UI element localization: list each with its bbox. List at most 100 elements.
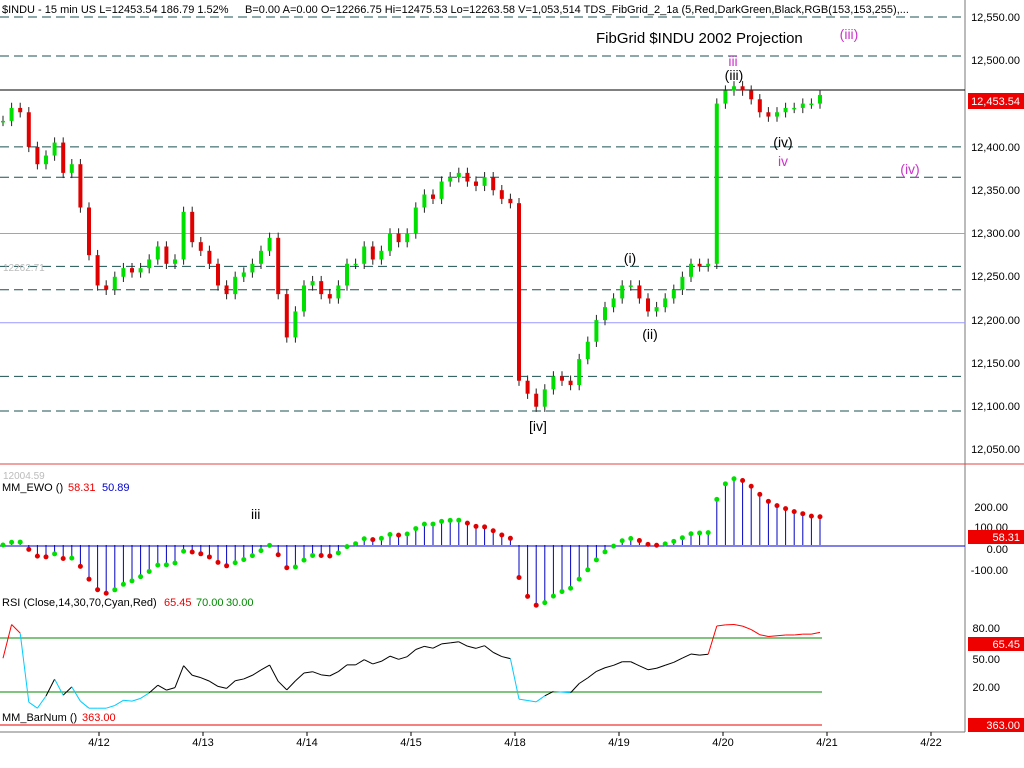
rsi-line-segment <box>656 664 666 669</box>
ewo-signal-dot <box>284 565 290 571</box>
price-candle <box>405 233 410 243</box>
ewo-tick-label: -100.00 <box>971 565 1008 577</box>
rsi-line-segment <box>690 653 700 656</box>
x-tick-label: 4/13 <box>192 737 213 749</box>
rsi-line-segment <box>338 664 348 672</box>
price-candle <box>250 263 255 273</box>
price-candle <box>800 103 805 108</box>
rsi-line-segment <box>166 687 176 691</box>
wave-label: (iv) <box>773 134 792 150</box>
price-candle <box>594 320 599 342</box>
price-tick-label: 12,300.00 <box>971 228 1020 240</box>
ewo-signal-dot <box>275 552 281 558</box>
price-candle <box>1 120 5 123</box>
wave-label: (iii) <box>840 26 859 42</box>
ewo-signal-dot <box>0 542 6 548</box>
price-candle <box>302 285 306 312</box>
price-candle <box>465 172 470 182</box>
ewo-signal-dot <box>155 562 161 568</box>
price-candle <box>9 107 14 121</box>
ewo-indicator <box>0 476 965 608</box>
ewo-signal-dot <box>404 531 410 537</box>
price-candle <box>130 268 134 273</box>
ewo-signal-dot <box>748 483 754 489</box>
ewo-signal-dot <box>103 590 109 596</box>
price-candle <box>456 172 461 178</box>
rsi-line-segment <box>673 657 683 663</box>
wave-label: (iv) <box>900 161 919 177</box>
x-tick-label: 4/22 <box>920 737 941 749</box>
price-candle <box>689 263 693 277</box>
ewo-signal-dot <box>808 513 814 519</box>
ewo-signal-dot <box>241 557 247 563</box>
price-tick-label: 12,200.00 <box>971 315 1020 327</box>
price-candle <box>766 112 771 117</box>
price-candle <box>654 307 659 312</box>
ewo-signal-dot <box>765 498 771 504</box>
ewo-signal-dot <box>576 576 582 582</box>
price-candle <box>259 250 263 264</box>
price-candle <box>422 194 427 208</box>
price-candle <box>104 285 109 290</box>
ewo-signal-dot <box>26 546 32 552</box>
ewo-signal-dot <box>662 541 668 547</box>
rsi-line-segment <box>28 701 38 709</box>
rsi-axis: 80.00 50.00 20.00 <box>972 623 1000 694</box>
rsi-line-segment <box>398 656 408 660</box>
ewo-signal-dot <box>482 524 488 530</box>
rsi-line-segment <box>114 699 124 706</box>
ewo-signal-dot <box>645 541 651 547</box>
ewo-signal-dot <box>791 509 797 515</box>
ewo-last-badge <box>968 530 1024 544</box>
rsi-value: 65.45 <box>164 597 192 609</box>
ewo-signal-dot <box>525 593 531 599</box>
price-candle <box>706 263 711 267</box>
price-candle <box>112 276 117 290</box>
rsi-line-segment <box>613 661 623 666</box>
x-tick-label: 4/15 <box>400 737 421 749</box>
rsi-line-segment <box>11 624 21 634</box>
price-candle <box>353 263 358 266</box>
price-candle <box>723 90 728 104</box>
price-tick-label: 12,050.00 <box>971 444 1020 456</box>
ewo-signal-dot <box>17 539 23 545</box>
rsi-line-segment <box>432 643 442 649</box>
rsi-line-segment <box>200 677 210 682</box>
price-candle <box>783 107 788 113</box>
ewo-signal-dot <box>378 535 384 541</box>
rsi-line-segment <box>699 653 709 656</box>
ewo-signal-dot <box>69 555 75 561</box>
rsi-line-segment <box>226 680 236 689</box>
ewo-signal-dot <box>77 563 83 569</box>
ewo-signal-dot <box>387 532 393 538</box>
rsi-line-segment <box>355 659 365 666</box>
rsi-line-segment <box>707 625 718 655</box>
ewo-signal-dot <box>817 514 823 520</box>
rsi-line-segment <box>450 641 459 644</box>
price-candle <box>749 90 754 100</box>
ewo-last-label: 58.31 <box>992 532 1020 544</box>
rsi-line-segment <box>639 665 649 671</box>
rsi-line-segment <box>467 645 477 649</box>
rsi-line-segment <box>80 700 90 709</box>
price-candle <box>542 389 547 407</box>
rsi-line-segment <box>733 623 743 627</box>
ewo-signal-dot <box>292 564 298 570</box>
wave-label: iii <box>728 53 737 69</box>
price-candle <box>560 376 564 381</box>
price-candle <box>69 164 74 173</box>
price-candle <box>585 341 590 360</box>
ewo-signal-dot <box>439 518 445 524</box>
rsi-line-segment <box>54 678 64 696</box>
ewo-signal-dot <box>138 574 144 580</box>
ewo-signal-dot <box>671 538 677 544</box>
price-candle <box>491 177 496 191</box>
ewo-signal-dot <box>335 550 341 556</box>
barnum-last-label: 363.00 <box>986 720 1020 732</box>
x-axis: 4/12 4/13 4/14 4/15 4/18 4/19 4/20 4/21 … <box>88 737 941 749</box>
rsi-line-segment <box>484 645 494 653</box>
price-candle <box>336 285 341 299</box>
price-candle <box>680 276 685 290</box>
ewo-signal-dot <box>456 517 462 523</box>
